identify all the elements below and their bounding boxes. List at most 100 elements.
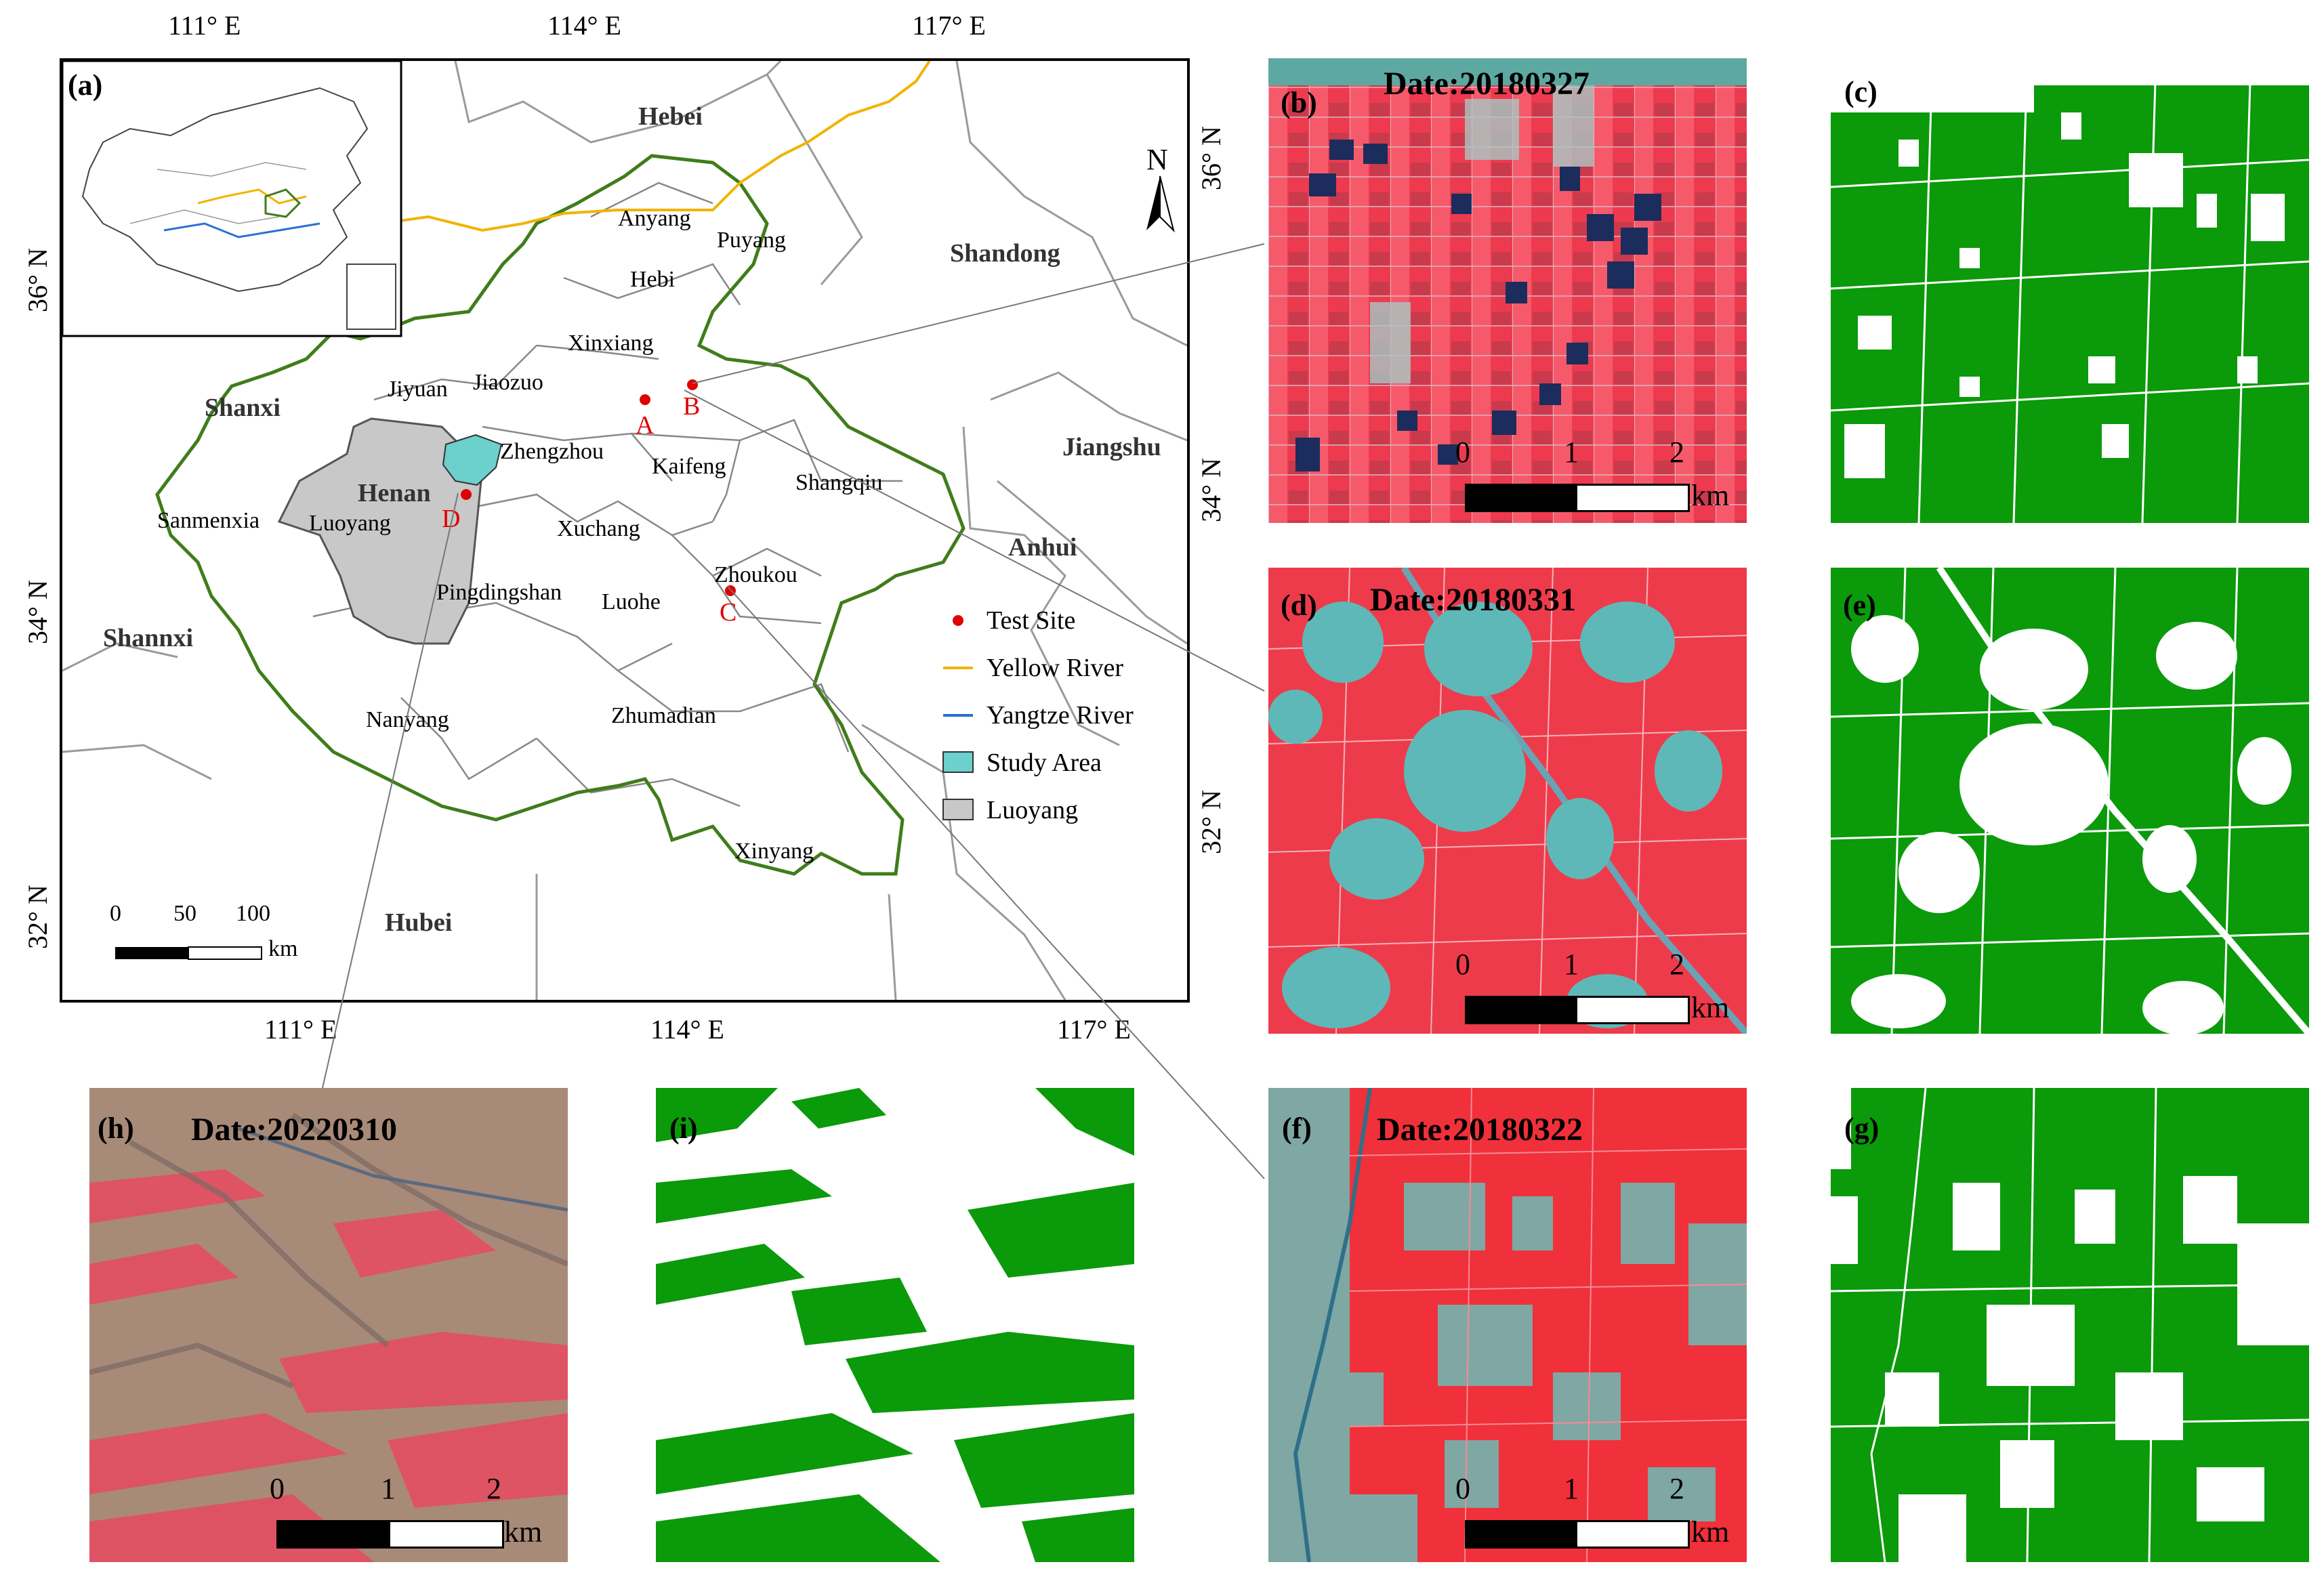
map-scale-unit: km [268,936,298,961]
test-site-b-label: B [683,392,701,421]
panel-f-date: Date:20180322 [1377,1112,1583,1148]
panel-f-scale-0: 0 [1455,1472,1470,1505]
legend-luoyang-label: Luoyang [987,796,1079,824]
city-jiaozuo: Jiaozuo [473,370,543,395]
city-anyang: Anyang [618,206,691,231]
city-shangqiu: Shangqiu [795,470,883,495]
panel-b-scale-2: 2 [1669,436,1684,469]
panel-d-date: Date:20180331 [1370,582,1576,618]
lon-label-top-111: 111° E [168,10,241,41]
panel-h-scale-unit: km [504,1515,543,1549]
panel-label-f: (f) [1282,1112,1312,1145]
location-map: (a) N Hebei Shandong Shanxi Jiangshu Anh… [60,58,1190,1003]
image-panel-d: (d) Date:20180331 0 1 2 km [1268,568,1747,1034]
map-scale-50: 50 [173,901,196,926]
mask-panel-g: (g) [1831,1088,2309,1562]
north-label: N [1146,143,1168,176]
city-xuchang: Xuchang [557,516,640,541]
lon-label-bottom-117: 117° E [1057,1014,1131,1045]
test-site-a-dot [640,394,650,405]
panel-h-scale-2: 2 [486,1472,501,1505]
city-xinyang: Xinyang [734,839,814,864]
panel-f-scale-1: 1 [1564,1472,1579,1505]
city-zhengzhou: Zhengzhou [500,439,604,464]
image-panel-h: (h) Date:20220310 0 1 2 km [89,1088,568,1562]
city-hebi: Hebi [630,267,676,292]
legend-test-site-symbol [953,615,963,626]
lon-label-bottom-111: 111° E [264,1014,337,1045]
neighbor-shannxi: Shannxi [103,624,194,652]
panel-b-scale-bar [1465,484,1690,512]
test-site-c-label: C [720,598,737,627]
panel-d-scale-unit: km [1691,991,1730,1024]
map-scale-0: 0 [110,901,121,926]
mask-panel-e: (e) [1831,568,2309,1034]
panel-b-scale-unit: km [1691,479,1730,512]
panel-f-scale-2: 2 [1669,1472,1684,1505]
lat-label-right-34: 34° N [1195,458,1226,522]
legend-yangtze-river-label: Yangtze River [987,701,1134,730]
map-scale-bar [115,946,262,960]
panel-d-scale-bar [1465,996,1690,1024]
lat-label-left-32: 32° N [22,885,53,949]
city-zhumadian: Zhumadian [611,703,716,728]
panel-label-a: (a) [68,68,103,102]
panel-d-scale-0: 0 [1455,948,1470,981]
panel-h-date: Date:20220310 [191,1112,397,1148]
panel-b-date: Date:20180327 [1384,66,1590,102]
panel-b-scale-1: 1 [1564,436,1579,469]
city-luohe: Luohe [602,589,661,614]
test-site-d-label: D [442,505,461,533]
legend-yellow-river-label: Yellow River [987,654,1123,682]
panel-label-c: (c) [1844,75,1877,108]
city-jiyuan: Jiyuan [388,377,448,402]
lat-label-right-36: 36° N [1195,126,1226,190]
test-site-b-dot [687,379,698,390]
neighbor-hebei: Hebei [638,102,703,131]
city-luoyang: Luoyang [309,511,391,536]
neighbor-anhui: Anhui [1008,533,1077,562]
map-scale-100: 100 [236,901,270,926]
legend-test-site-label: Test Site [987,606,1076,635]
city-kaifeng: Kaifeng [652,454,726,479]
city-xinxiang: Xinxiang [568,331,654,356]
legend-study-area-label: Study Area [987,749,1102,777]
image-panel-b: (b) Date:20180327 0 1 2 km [1268,58,1747,523]
province-henan: Henan [358,479,431,507]
panel-h-scale-1: 1 [381,1472,396,1505]
mask-panel-i: (i) [656,1088,1134,1562]
city-nanyang: Nanyang [366,707,449,732]
test-site-d-dot [461,489,472,500]
panel-label-e: (e) [1843,589,1876,622]
neighbor-shanxi: Shanxi [205,394,281,422]
panel-d-scale-1: 1 [1564,948,1579,981]
neighbor-shandong: Shandong [950,239,1060,268]
city-puyang: Puyang [717,228,786,253]
city-sanmenxia: Sanmenxia [157,508,260,533]
lon-label-top-114: 114° E [547,10,621,41]
neighbor-jiangshu: Jiangshu [1062,433,1161,461]
legend-luoyang-symbol [942,799,974,820]
panel-f-scale-unit: km [1691,1515,1730,1549]
lat-label-left-36: 36° N [22,248,53,312]
panel-label-h: (h) [98,1112,134,1145]
panel-d-scale-2: 2 [1669,948,1684,981]
north-arrow-icon [1146,175,1175,233]
study-area-region [442,434,503,486]
legend-study-area-symbol [942,751,974,773]
city-pingdingshan: Pingdingshan [436,580,562,605]
panel-label-b: (b) [1281,86,1317,119]
panel-label-g: (g) [1844,1112,1880,1145]
panel-h-scale-bar [276,1520,504,1549]
panel-f-scale-bar [1465,1520,1690,1549]
image-panel-f: (f) Date:20180322 0 1 2 km [1268,1088,1747,1562]
lat-label-left-34: 34° N [22,580,53,644]
panel-b-scale-0: 0 [1455,436,1470,469]
lon-label-bottom-114: 114° E [650,1014,724,1045]
neighbor-hubei: Hubei [385,908,453,937]
test-site-a-label: A [636,411,655,440]
panel-label-d: (d) [1281,589,1317,622]
panel-label-i: (i) [669,1112,698,1145]
lon-label-top-117: 117° E [912,10,986,41]
city-zhoukou: Zhoukou [714,562,797,587]
